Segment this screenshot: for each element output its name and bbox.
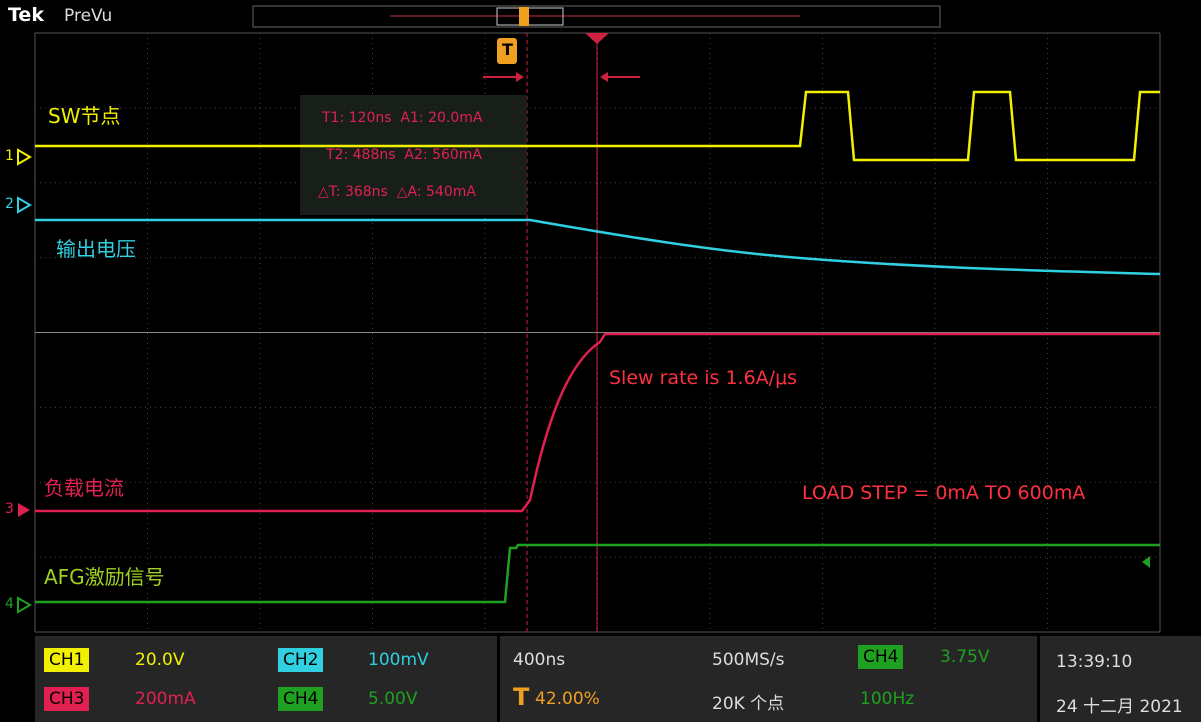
horizontal-scale: 400ns [513, 650, 566, 670]
arrow [516, 72, 524, 82]
channel-panel[interactable] [35, 636, 497, 722]
channel-marker: 1 [5, 148, 14, 164]
trigger-level-text: 3.75V [940, 647, 990, 667]
ch2-marker [17, 196, 32, 214]
ch1-marker [17, 148, 32, 166]
ch4-marker [17, 596, 32, 614]
waveform-label: 负载电流 [44, 476, 124, 500]
annotation: Slew rate is 1.6A/μs [609, 367, 798, 389]
clock-panel [1040, 636, 1201, 722]
time: 13:39:10 [1056, 652, 1133, 672]
ch-button[interactable]: CH1 [44, 648, 90, 672]
date: 24 十二月 2021 [1056, 697, 1183, 717]
ch-scale: 100mV [368, 650, 429, 670]
ch-scale: 5.00V [368, 689, 418, 709]
record-length: 20K 个点 [712, 694, 785, 714]
ch-scale: 20.0V [135, 650, 185, 670]
trigger-pos-icon: T [513, 683, 530, 711]
channel-marker: 3 [5, 501, 14, 517]
arrow [600, 72, 608, 82]
channel-marker: 2 [5, 196, 14, 212]
trigger-level [1142, 556, 1150, 568]
channel-marker: 4 [5, 596, 14, 612]
trigger-pos [519, 7, 529, 26]
trigger-letter: T [502, 40, 513, 59]
ch-button[interactable]: CH3 [44, 687, 90, 711]
mode: PreVu [64, 6, 113, 26]
cursor-readout: △T: 368ns △A: 540mA [318, 184, 476, 200]
cursor-readout: T2: 488ns A2: 560mA [326, 147, 483, 163]
trigger-icon [497, 38, 517, 64]
ch3-marker [18, 503, 30, 517]
waveform-label: SW节点 [48, 104, 121, 128]
brand: Tek [8, 4, 44, 26]
ch3-trace [35, 332, 1160, 513]
trigger-position: 42.00% [535, 689, 600, 709]
waveform-label: 输出电压 [56, 237, 136, 261]
ch-scale: 200mA [135, 689, 196, 709]
ch4-trace [35, 543, 1160, 604]
acq-panel[interactable] [500, 636, 1037, 722]
ch-button[interactable]: CH2 [278, 648, 324, 672]
annotation: LOAD STEP = 0mA TO 600mA [802, 482, 1086, 504]
cursor-readout: T1: 120ns A1: 20.0mA [322, 110, 483, 126]
record-view [252, 5, 941, 28]
readout-bg [300, 95, 527, 215]
ch-button[interactable]: CH4 [278, 687, 324, 711]
waveform-label: AFG激励信号 [44, 565, 165, 589]
sample-rate: 500MS/s [712, 650, 785, 670]
view-window [496, 7, 564, 26]
ch2-trace [35, 218, 1161, 276]
cursor-head [585, 33, 609, 44]
trigger-frequency: 100Hz [860, 689, 915, 709]
trigger-source[interactable]: CH4 [858, 645, 904, 669]
ch1-trace [35, 90, 1160, 162]
